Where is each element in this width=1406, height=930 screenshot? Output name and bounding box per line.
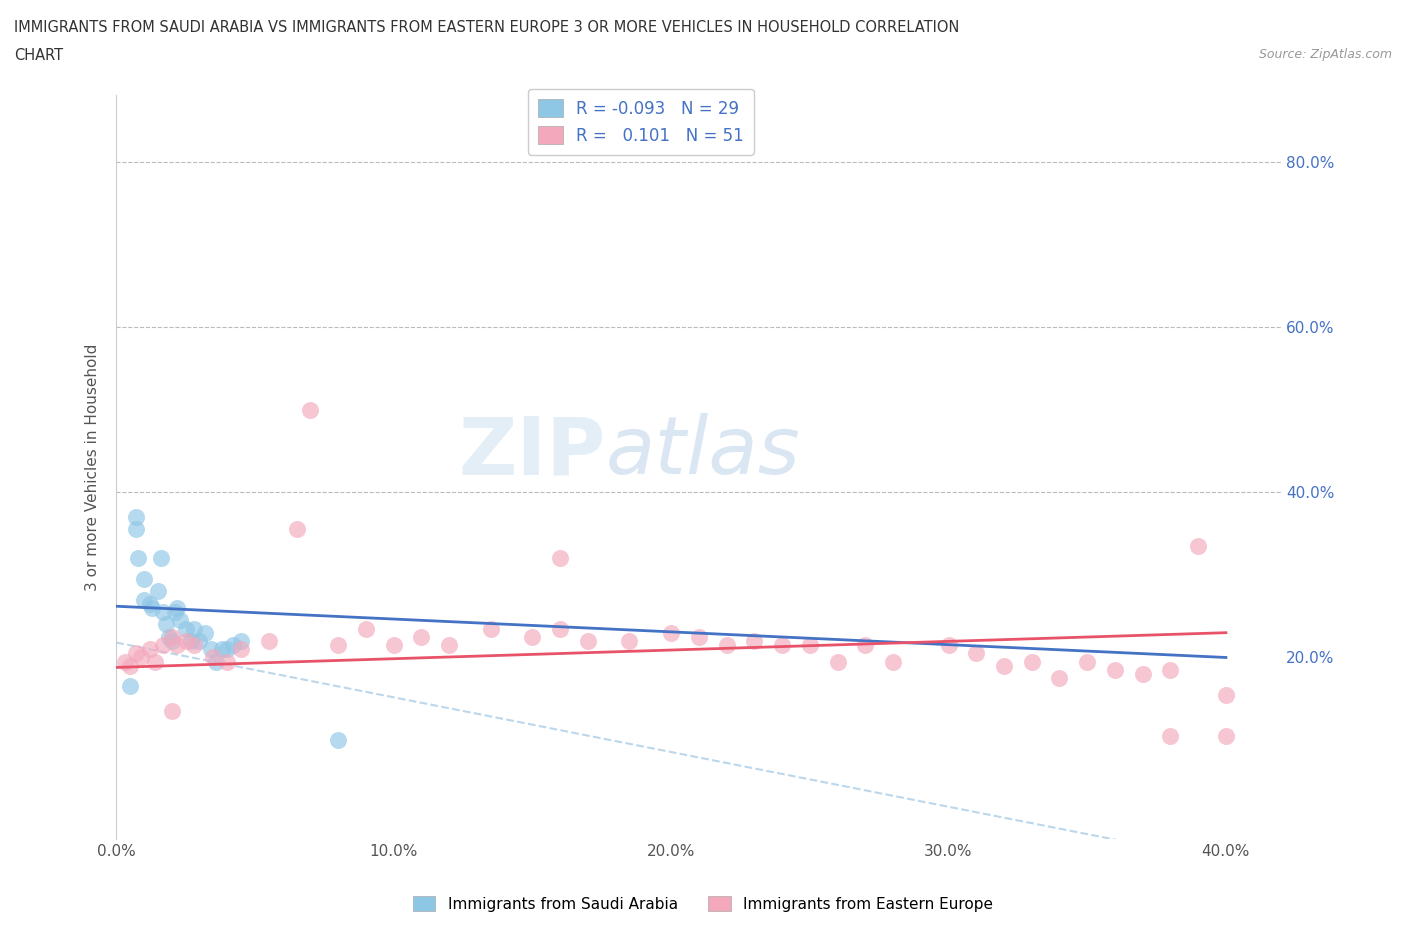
Point [299, 402, 322, 417]
Point [688, 630, 710, 644]
Point [180, 633, 202, 648]
Point [125, 522, 148, 537]
Legend: R = -0.093   N = 29, R =   0.101   N = 51: R = -0.093 N = 29, R = 0.101 N = 51 [527, 89, 754, 154]
Point [143, 654, 166, 669]
Point [742, 633, 765, 648]
Point [183, 621, 205, 636]
Point [882, 654, 904, 669]
Point [522, 630, 544, 644]
Point [548, 551, 571, 565]
Point [285, 522, 308, 537]
Point [257, 633, 280, 648]
Point [152, 638, 174, 653]
Point [120, 658, 142, 673]
Point [1159, 662, 1181, 677]
Point [1215, 728, 1237, 743]
Point [200, 642, 222, 657]
Point [138, 596, 160, 611]
Point [114, 654, 136, 669]
Point [202, 650, 225, 665]
Point [229, 642, 252, 657]
Point [160, 704, 183, 719]
Point [169, 613, 191, 628]
Legend: Immigrants from Saudi Arabia, Immigrants from Eastern Europe: Immigrants from Saudi Arabia, Immigrants… [406, 889, 1000, 918]
Point [328, 733, 350, 748]
Point [205, 654, 228, 669]
Point [149, 551, 172, 565]
Point [716, 638, 738, 653]
Point [166, 638, 188, 653]
Point [155, 617, 177, 631]
Point [437, 638, 460, 653]
Point [125, 510, 148, 525]
Point [194, 625, 217, 640]
Point [127, 551, 149, 565]
Point [938, 638, 960, 653]
Text: atlas: atlas [606, 414, 800, 491]
Point [229, 633, 252, 648]
Point [993, 658, 1015, 673]
Point [1132, 667, 1154, 682]
Point [188, 633, 211, 648]
Point [382, 638, 405, 653]
Point [222, 638, 245, 653]
Point [853, 638, 876, 653]
Point [129, 650, 152, 665]
Point [174, 621, 197, 636]
Point [132, 572, 155, 587]
Point [479, 621, 502, 636]
Point [160, 630, 183, 644]
Point [1187, 538, 1209, 553]
Point [827, 654, 849, 669]
Point [160, 633, 183, 648]
Y-axis label: 3 or more Vehicles in Household: 3 or more Vehicles in Household [86, 344, 100, 591]
Point [146, 584, 169, 599]
Point [619, 633, 641, 648]
Point [411, 630, 433, 644]
Point [183, 638, 205, 653]
Point [1049, 671, 1071, 685]
Point [138, 642, 160, 657]
Point [328, 638, 350, 653]
Point [211, 642, 233, 657]
Point [965, 646, 987, 661]
Point [548, 621, 571, 636]
Point [120, 679, 142, 694]
Point [163, 604, 186, 619]
Point [132, 592, 155, 607]
Point [576, 633, 599, 648]
Text: ZIP: ZIP [458, 414, 606, 491]
Point [125, 646, 148, 661]
Text: Source: ZipAtlas.com: Source: ZipAtlas.com [1258, 48, 1392, 61]
Point [354, 621, 377, 636]
Point [141, 601, 163, 616]
Point [152, 604, 174, 619]
Point [174, 633, 197, 648]
Point [1076, 654, 1098, 669]
Point [217, 642, 239, 657]
Point [217, 654, 239, 669]
Point [1159, 728, 1181, 743]
Text: IMMIGRANTS FROM SAUDI ARABIA VS IMMIGRANTS FROM EASTERN EUROPE 3 OR MORE VEHICLE: IMMIGRANTS FROM SAUDI ARABIA VS IMMIGRAN… [14, 20, 959, 35]
Point [166, 601, 188, 616]
Point [799, 638, 821, 653]
Text: CHART: CHART [14, 48, 63, 63]
Point [1104, 662, 1126, 677]
Point [157, 630, 180, 644]
Point [1021, 654, 1043, 669]
Point [1215, 687, 1237, 702]
Point [659, 625, 682, 640]
Point [770, 638, 793, 653]
